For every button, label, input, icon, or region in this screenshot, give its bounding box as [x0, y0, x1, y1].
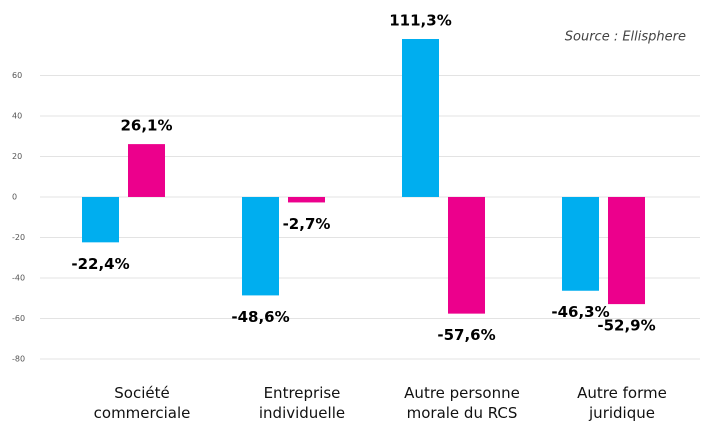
- bar: [608, 196, 645, 305]
- value-label: 111,3%: [389, 12, 451, 30]
- y-tick-label: 60: [12, 71, 22, 80]
- value-label: -22,4%: [71, 255, 129, 273]
- value-label: -46,3%: [551, 303, 609, 321]
- y-tick-label: 20: [12, 152, 22, 161]
- x-tick-label: Autre forme juridique: [577, 384, 667, 422]
- y-tick-label: 0: [12, 192, 17, 201]
- y-tick-label: -80: [12, 355, 25, 364]
- y-tick-label: -40: [12, 273, 25, 282]
- bar: [402, 39, 439, 197]
- source-note: Source : Ellisphere: [565, 30, 686, 45]
- bar: [562, 196, 599, 291]
- bar: [242, 196, 279, 296]
- bar: [288, 196, 325, 203]
- value-label: -48,6%: [231, 308, 289, 326]
- bar: [82, 196, 119, 243]
- bar: [128, 144, 165, 197]
- y-tick-label: 40: [12, 111, 22, 120]
- y-tick-label: -20: [12, 233, 25, 242]
- value-label: -57,6%: [437, 326, 495, 344]
- x-tick-label: Entreprise individuelle: [259, 384, 345, 422]
- y-tick-label: -60: [12, 314, 25, 323]
- bar: [448, 196, 485, 314]
- value-label: -2,7%: [283, 215, 331, 233]
- bars: [82, 39, 645, 314]
- value-label: 26,1%: [120, 117, 172, 135]
- value-label: -52,9%: [597, 317, 655, 335]
- x-tick-label: Autre personne morale du RCS: [404, 384, 520, 422]
- x-tick-label: Société commerciale: [94, 384, 191, 422]
